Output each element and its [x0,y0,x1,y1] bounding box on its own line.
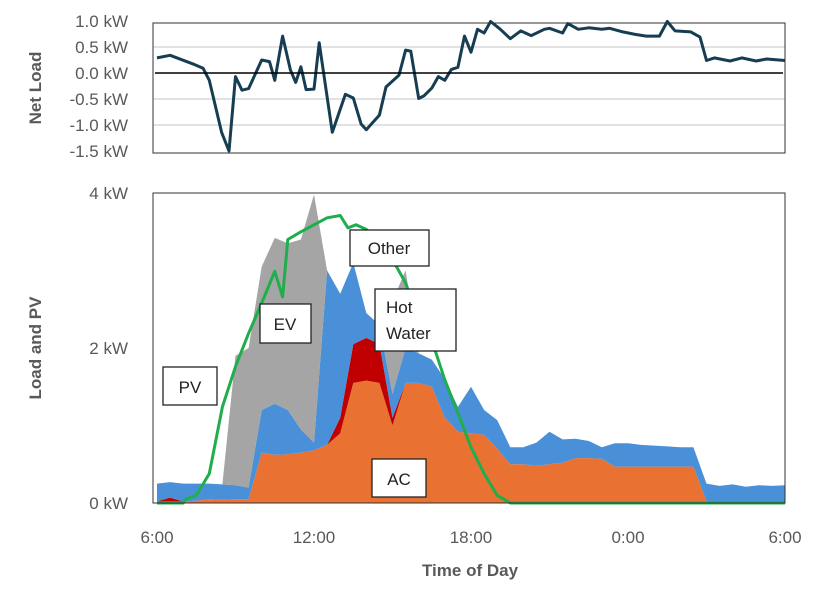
x-tick-label: 6:00 [140,528,173,547]
ev-area [157,194,785,488]
other-area [157,262,785,503]
y-tick-label: 4 kW [89,184,128,203]
y-tick-label: 0.5 kW [75,38,128,57]
hot-water-label-line2: Water [386,324,431,343]
y-tick-label: -1.0 kW [69,116,128,135]
net-load-plot-border [152,22,786,154]
pv-label: PV [162,366,218,406]
ev-label-box [259,303,312,344]
y-tick-label: 0.0 kW [75,64,128,83]
hot-water-label-line1: Hot [386,298,413,317]
hot-water-label-box [374,288,457,352]
ac-label-text: AC [387,470,411,489]
load-pv-plot-border [152,192,786,504]
y-tick-label: 2 kW [89,339,128,358]
y-tick-label: -0.5 kW [69,90,128,109]
other-label-box [349,229,430,267]
pv-label-box [162,366,218,406]
ac-label-box [371,458,427,498]
load-pv-axis-title: Load and PV [26,296,45,400]
hot-water-label: Hot Water [374,288,457,352]
other-label-text: Other [368,239,411,258]
y-tick-label: 1.0 kW [75,12,128,31]
x-tick-label: 12:00 [293,528,336,547]
net-load-axis-title: Net Load [26,52,45,125]
ev-label-text: EV [274,315,297,334]
pv-line [157,214,785,505]
net-load-panel: 1.0 kW0.5 kW0.0 kW-0.5 kW-1.0 kW-1.5 kW … [26,12,786,161]
y-tick-label: -1.5 kW [69,142,128,161]
ev-label: EV [259,303,312,344]
ac-area [157,380,785,503]
x-tick-label: 18:00 [450,528,493,547]
y-tick-label: 0 kW [89,494,128,513]
ac-label: AC [371,458,427,498]
time-of-day-axis-title: Time of Day [422,561,519,580]
other-label: Other [349,229,430,267]
pv-label-text: PV [179,378,202,397]
x-tick-label: 0:00 [611,528,644,547]
x-tick-label: 6:00 [768,528,801,547]
load-pv-panel: 4 kW 2 kW 0 kW 6:00 12:00 18:00 0:00 6:00 Load… [26,184,802,580]
net-load-line [156,20,786,153]
